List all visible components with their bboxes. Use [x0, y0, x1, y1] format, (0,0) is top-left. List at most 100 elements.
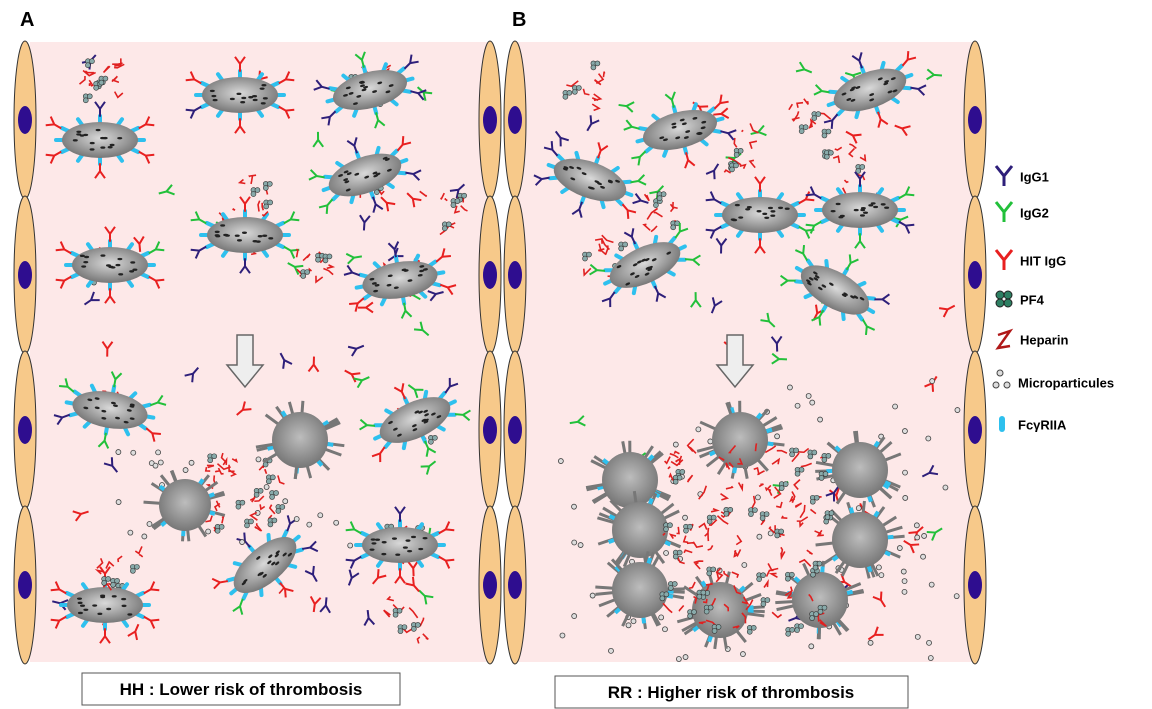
platelet-body — [692, 582, 748, 638]
antibody — [59, 378, 75, 393]
pf4-complex — [428, 435, 438, 445]
platelet — [705, 176, 815, 254]
microparticle — [205, 528, 212, 535]
pf4 — [235, 503, 242, 510]
pf4 — [748, 511, 754, 517]
antibody — [309, 595, 322, 613]
pf4 — [811, 115, 818, 121]
granule — [770, 210, 776, 213]
pf4 — [397, 628, 404, 634]
antibody — [349, 297, 365, 312]
pf4 — [134, 564, 140, 570]
granule — [671, 125, 677, 129]
heparin — [323, 267, 334, 276]
pf4-complex — [392, 607, 403, 618]
antibody — [854, 233, 866, 249]
microparticle — [625, 622, 632, 629]
granule — [569, 166, 574, 169]
pf4-complex — [263, 199, 273, 210]
granule — [370, 538, 376, 541]
heparin — [737, 482, 744, 492]
antibody — [406, 192, 422, 208]
pf4 — [239, 499, 246, 506]
antibody — [279, 582, 294, 598]
heparin — [768, 572, 778, 578]
antibody — [374, 112, 386, 129]
nucleus — [18, 261, 32, 289]
heparin — [386, 595, 395, 602]
granule — [79, 604, 85, 607]
platelet — [185, 56, 295, 134]
antibody — [439, 283, 457, 296]
antibody — [110, 371, 123, 388]
granule — [807, 282, 812, 286]
granule — [241, 96, 247, 100]
antibody — [754, 238, 766, 254]
antibody — [632, 193, 649, 205]
granule — [570, 177, 576, 181]
granule — [423, 409, 428, 413]
pf4 — [683, 527, 689, 534]
pf4-complex — [818, 471, 829, 481]
antibody — [684, 152, 696, 169]
antibody — [427, 290, 444, 302]
heparin — [688, 581, 696, 590]
granule — [101, 409, 107, 413]
granule — [734, 203, 740, 207]
heparin — [796, 101, 804, 108]
granule — [630, 272, 635, 276]
pf4 — [691, 609, 697, 615]
arrow — [715, 334, 755, 389]
granule — [381, 552, 387, 556]
granule — [109, 143, 115, 147]
granule — [241, 231, 247, 234]
heparin — [698, 522, 708, 530]
heparin — [237, 178, 246, 185]
heparin — [725, 462, 731, 470]
heparin — [799, 521, 804, 528]
heparin — [102, 65, 111, 74]
pf4 — [815, 111, 822, 117]
heparin — [259, 504, 266, 511]
granule — [873, 205, 879, 209]
antibody — [420, 460, 437, 475]
antibody — [104, 288, 116, 304]
antibody — [304, 565, 318, 583]
pf4-complex — [824, 149, 834, 160]
granule — [853, 295, 859, 299]
caption: RR : Higher risk of thrombosis — [608, 683, 855, 702]
granule — [892, 89, 898, 93]
platelet-body — [333, 70, 407, 110]
granule — [371, 282, 377, 285]
antibody — [143, 581, 160, 595]
pf4 — [267, 199, 273, 206]
heparin — [809, 508, 817, 515]
antibody — [83, 291, 100, 306]
microparticle — [293, 516, 300, 522]
platelet — [313, 51, 427, 129]
heparin — [834, 146, 843, 151]
granule — [94, 397, 100, 400]
antibody — [876, 111, 889, 128]
heparin — [725, 485, 734, 490]
pf4 — [750, 625, 757, 631]
antibody — [454, 409, 471, 422]
heparin — [601, 234, 614, 244]
granule — [701, 120, 707, 124]
platelet — [623, 91, 737, 169]
granule — [397, 433, 402, 437]
pf4 — [687, 523, 693, 530]
platelet — [780, 244, 890, 336]
pf4 — [859, 164, 866, 170]
pf4-complex — [798, 124, 809, 134]
heparin — [302, 253, 311, 262]
pf4-complex — [809, 494, 820, 505]
pf4 — [590, 64, 597, 71]
granule — [863, 211, 869, 214]
antibody — [302, 540, 319, 553]
pf4 — [706, 570, 713, 577]
granule — [671, 122, 677, 126]
granule — [257, 235, 263, 238]
granule — [240, 101, 246, 104]
platelet-body — [553, 158, 627, 202]
